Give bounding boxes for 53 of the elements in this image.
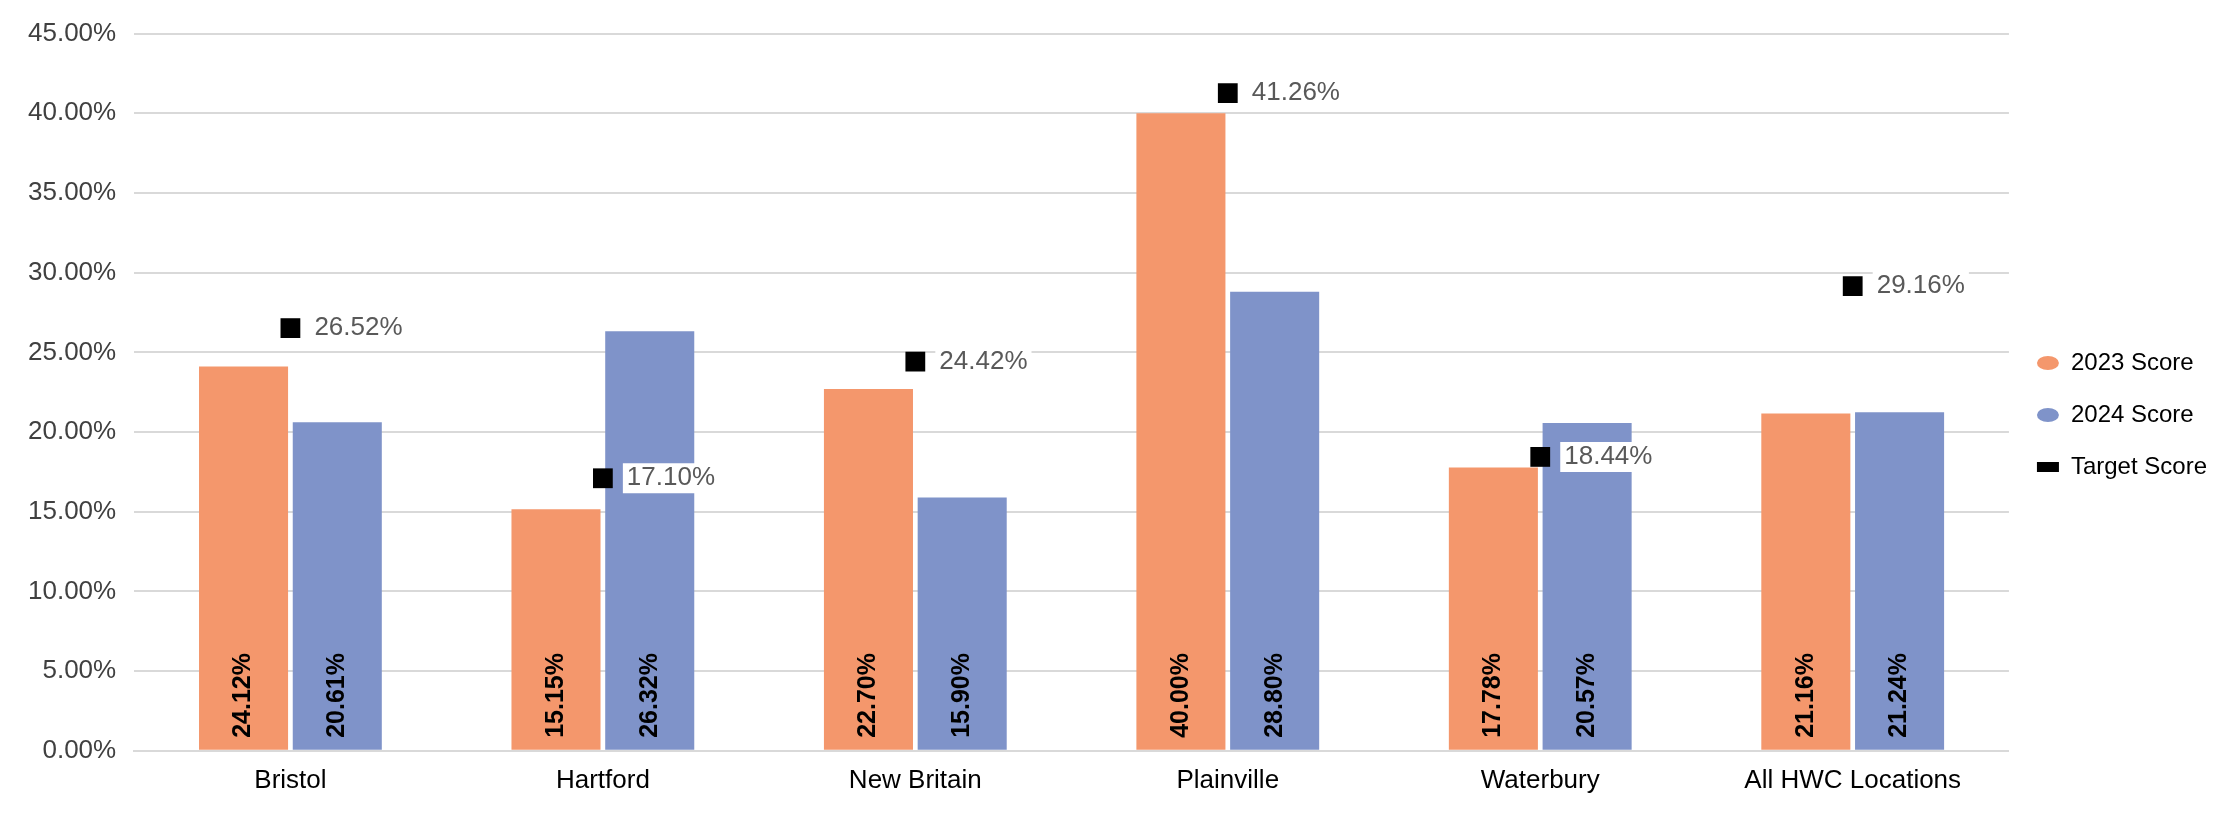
data-label: 20.57% — [1571, 653, 1600, 738]
data-label: 40.00% — [1164, 653, 1193, 738]
legend-label: 2024 Score — [2070, 399, 2194, 427]
x-tick-label: Bristol — [254, 763, 327, 794]
data-label: 15.15% — [539, 653, 568, 738]
bar — [1230, 291, 1320, 750]
data-label: 41.26% — [1251, 76, 1340, 107]
point — [905, 351, 926, 372]
data-label: 17.10% — [626, 461, 716, 492]
data-label: 24.12% — [227, 653, 256, 738]
y-tick-label: 20.00% — [27, 415, 117, 446]
y-tick-label: 45.00% — [27, 16, 117, 47]
bar — [823, 389, 913, 750]
data-label: 22.70% — [852, 653, 881, 738]
data-label: 21.16% — [1789, 653, 1818, 738]
y-tick-label: 35.00% — [27, 176, 117, 207]
y-tick-label: 5.00% — [42, 654, 117, 685]
x-tick-label: Waterbury — [1480, 763, 1600, 794]
bar — [199, 366, 289, 750]
x-tick-label: New Britain — [848, 763, 982, 794]
point — [1842, 276, 1863, 296]
data-label: 20.61% — [321, 653, 350, 738]
data-label: 17.78% — [1477, 653, 1506, 738]
x-tick-label: All HWC Locations — [1744, 763, 1962, 794]
data-label: 26.32% — [633, 653, 662, 738]
y-tick-label: 15.00% — [27, 494, 117, 525]
y-tick-label: 0.00% — [42, 733, 117, 764]
point — [280, 318, 301, 339]
bar — [292, 422, 382, 750]
y-tick-label: 10.00% — [27, 574, 117, 605]
y-tick-label: 25.00% — [27, 335, 117, 366]
bar — [917, 497, 1007, 750]
data-label: 15.90% — [946, 653, 975, 738]
y-tick-label: 30.00% — [27, 255, 117, 286]
point — [592, 468, 613, 489]
bar — [1448, 467, 1538, 750]
bar — [511, 509, 601, 750]
point — [1217, 83, 1238, 104]
data-label: 28.80% — [1258, 653, 1287, 738]
data-label: 21.24% — [1883, 653, 1912, 738]
point — [1530, 447, 1551, 467]
bar — [1761, 413, 1851, 750]
data-label: 24.42% — [939, 344, 1028, 375]
legend-label: 2023 Score — [2070, 347, 2194, 375]
bar — [1855, 412, 1945, 750]
y-tick-label: 40.00% — [27, 96, 117, 127]
x-tick-label: Hartford — [555, 763, 650, 794]
data-label: 26.52% — [314, 311, 403, 342]
bar — [1136, 113, 1226, 750]
data-label: 18.44% — [1564, 440, 1653, 471]
x-tick-label: Plainville — [1176, 763, 1280, 794]
data-label: 29.16% — [1876, 269, 1965, 300]
legend-label: Target Score — [2070, 451, 2208, 479]
